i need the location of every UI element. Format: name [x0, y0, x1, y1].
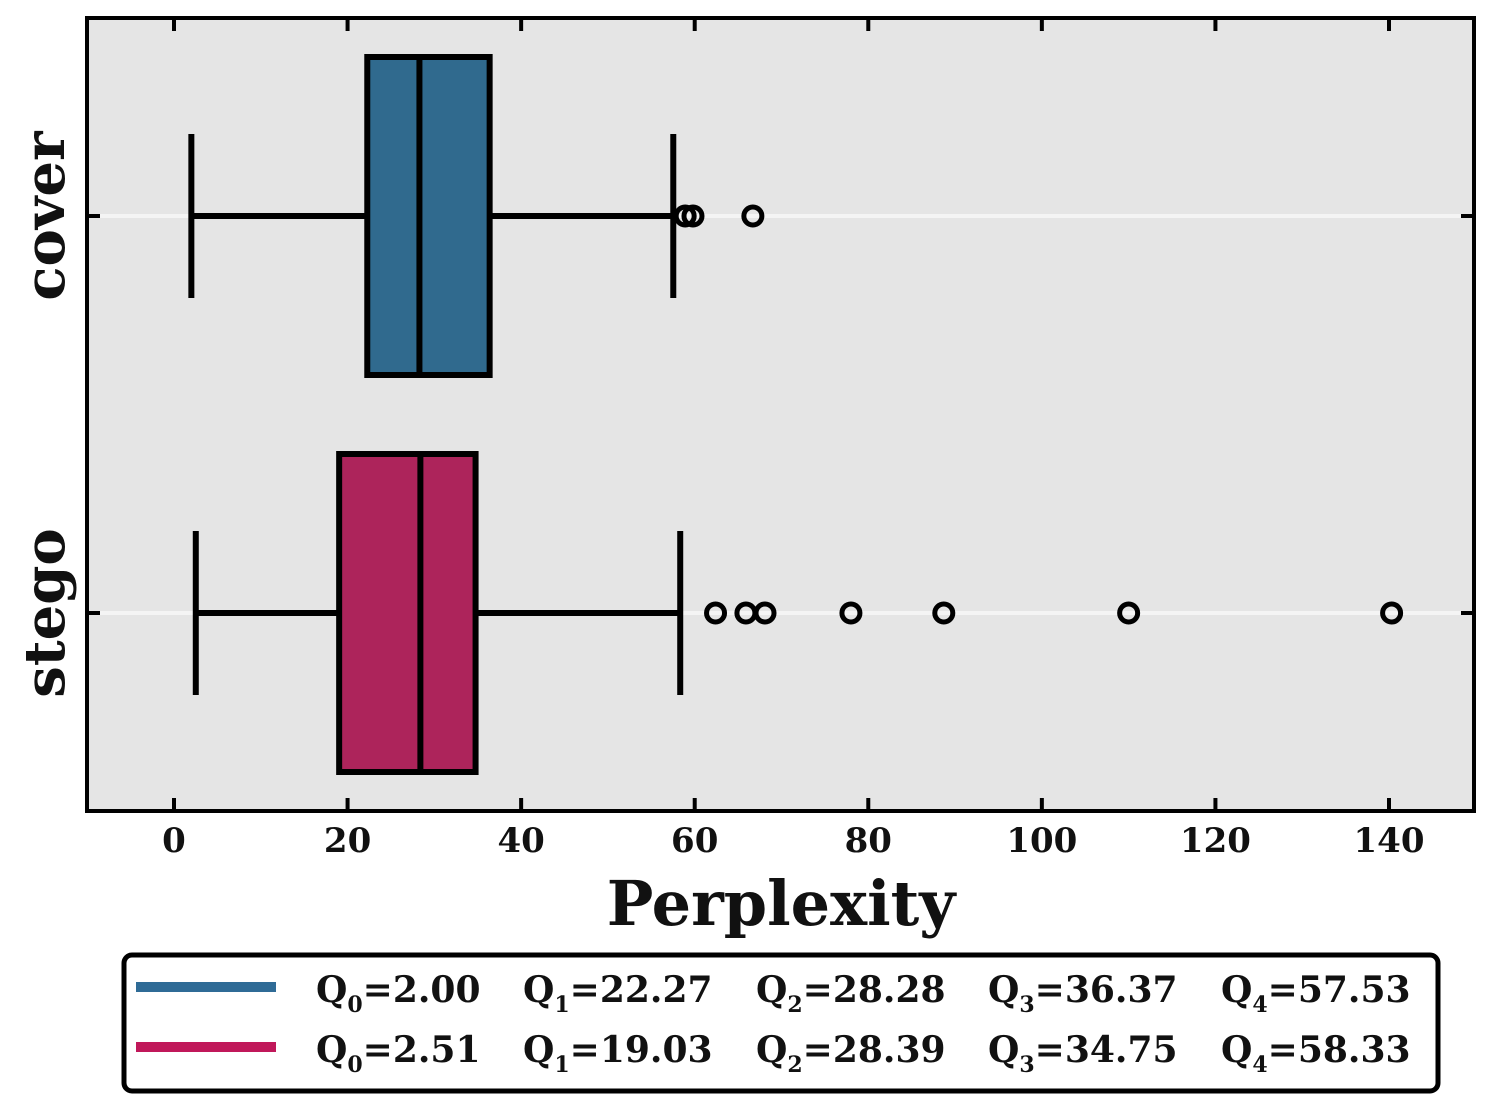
outlier-point: [1117, 601, 1141, 625]
plot-frame: [85, 16, 1476, 813]
iqr-box: [364, 54, 493, 378]
legend-entry: Q2=28.39: [756, 1029, 946, 1078]
box-stego: [192, 451, 1404, 775]
legend-entry: Q3=34.75: [988, 1029, 1178, 1078]
legend-entry: Q4=58.33: [1221, 1029, 1411, 1078]
legend-entry: Q0=2.00: [316, 969, 481, 1018]
x-tick-label: 60: [671, 821, 718, 861]
x-tick-label: 0: [162, 821, 186, 861]
plot-background: [87, 18, 1474, 811]
x-axis: 0 20 40 60 80 100 120 140: [162, 18, 1424, 861]
box-cover: [188, 54, 765, 378]
x-axis-title: Perplexity: [607, 867, 958, 940]
outlier-point: [1380, 601, 1404, 625]
legend-row-stego: Q0=2.51 Q1=19.03 Q2=28.39 Q3=34.75 Q4=58.33: [136, 1029, 1411, 1078]
legend-entry: Q0=2.51: [316, 1029, 481, 1078]
x-tick-label: 120: [1180, 821, 1251, 861]
outlier-point: [753, 601, 777, 625]
legend-entry: Q4=57.53: [1221, 969, 1411, 1018]
outlier-point: [741, 204, 765, 228]
outlier-point: [681, 204, 705, 228]
legend: Q0=2.00 Q1=22.27 Q2=28.28 Q3=36.37 Q4=57.53Q…: [121, 952, 1441, 1094]
plot-area: [85, 16, 1476, 813]
legend-box: [121, 952, 1441, 1094]
y-category-label-stego: stego: [12, 528, 78, 698]
legend-row-cover: Q0=2.00 Q1=22.27 Q2=28.28 Q3=36.37 Q4=57.53: [136, 969, 1411, 1018]
x-tick-label: 100: [1006, 821, 1077, 861]
x-tick-label: 20: [324, 821, 371, 861]
x-tick-label: 140: [1354, 821, 1425, 861]
legend-entry: Q3=36.37: [988, 969, 1178, 1018]
legend-entry: Q1=22.27: [523, 969, 713, 1018]
outlier-point: [673, 204, 697, 228]
legend-entry: Q1=19.03: [523, 1029, 713, 1078]
outlier-point: [704, 601, 728, 625]
x-tick-label: 40: [497, 821, 544, 861]
x-tick-label: 80: [845, 821, 892, 861]
y-category-label-cover: cover: [12, 130, 78, 301]
y-axis: cover stego: [12, 130, 1474, 698]
outlier-point: [932, 601, 956, 625]
legend-entry: Q2=28.28: [756, 969, 946, 1018]
iqr-box: [336, 451, 479, 775]
outlier-point: [839, 601, 863, 625]
